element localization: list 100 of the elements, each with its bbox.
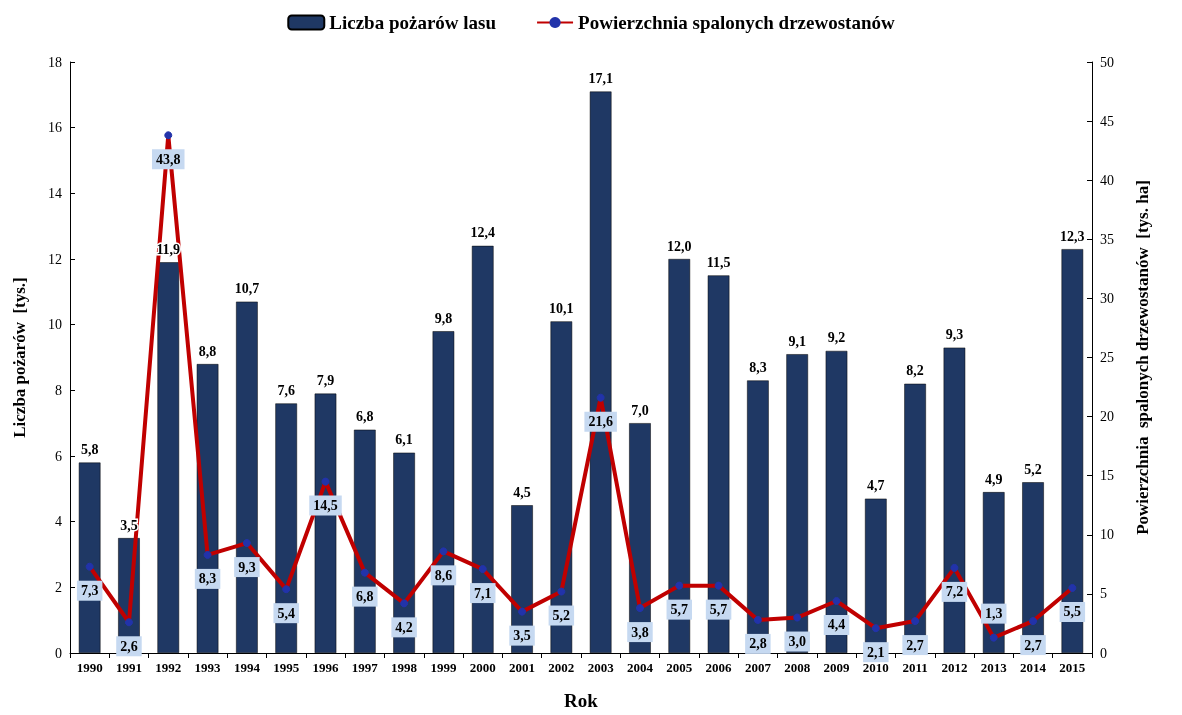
x-tick-label: 2010 — [862, 660, 889, 675]
data-label: 9,3 — [945, 327, 964, 343]
data-label: 4,7 — [867, 478, 885, 494]
y-tick-label: 6 — [55, 448, 62, 464]
data-label: 3,8 — [631, 624, 649, 640]
x-tick-label: 1994 — [233, 660, 261, 675]
data-label: 4,2 — [395, 619, 413, 635]
data-label: 8,6 — [434, 567, 453, 583]
x-tick-label: 2015 — [1059, 660, 1086, 675]
y2-tick-label: 0 — [1100, 645, 1107, 661]
y-tick-label: 8 — [55, 382, 62, 398]
data-label: 9,3 — [238, 559, 256, 575]
data-label: 5,8 — [80, 442, 99, 458]
y2-tick-label: 50 — [1100, 54, 1114, 70]
x-tick-label: 1992 — [155, 660, 182, 675]
data-label: 7,6 — [277, 382, 295, 398]
data-label: 2,7 — [906, 637, 924, 653]
x-tick-label: 2014 — [1020, 660, 1047, 675]
y2-tick-label: 10 — [1100, 527, 1114, 543]
x-tick-label: 1999 — [430, 660, 457, 675]
x-tick-label: 2004 — [626, 660, 654, 675]
data-label: 7,2 — [945, 584, 964, 600]
x-tick-label: 2003 — [587, 660, 615, 675]
data-label: 5,5 — [1063, 604, 1082, 620]
data-label: 3,5 — [513, 628, 531, 644]
data-label: 9,2 — [827, 330, 846, 346]
legend-label: Liczba pożarów lasu — [329, 12, 497, 33]
x-tick-label: 2001 — [509, 660, 536, 675]
y2-axis-title: Powierzchnia spalonych drzewostanów [tys. ha] — [1133, 180, 1152, 535]
x-tick-label: 1993 — [194, 660, 222, 675]
y-tick-label: 4 — [55, 514, 62, 530]
data-label: 12,0 — [667, 238, 692, 254]
x-tick-label: 2008 — [784, 660, 811, 675]
data-label: 1,3 — [984, 606, 1003, 622]
y2-tick-label: 5 — [1100, 586, 1107, 602]
x-tick-label: 2009 — [823, 660, 850, 675]
data-label: 2,7 — [1024, 637, 1042, 653]
data-label: 5,2 — [552, 608, 571, 624]
x-tick-label: 1990 — [76, 660, 103, 675]
data-label: 5,7 — [670, 602, 689, 618]
y2-tick-label: 20 — [1100, 409, 1114, 425]
data-label: 6,8 — [356, 409, 374, 425]
x-tick-label: 1996 — [312, 660, 339, 675]
x-tick-label: 2013 — [980, 660, 1008, 675]
x-tick-label: 2000 — [469, 660, 496, 675]
x-axis-title: Rok — [564, 690, 599, 711]
y2-tick-label: 35 — [1100, 231, 1114, 247]
y2-tick-label: 25 — [1100, 350, 1114, 365]
data-label: 9,1 — [788, 333, 806, 349]
data-label: 10,7 — [234, 281, 260, 297]
legend-label: Powierzchnia spalonych drzewostanów — [578, 12, 895, 33]
x-tick-label: 2006 — [705, 660, 733, 675]
y-tick-label: 0 — [55, 645, 62, 661]
data-label: 14,5 — [313, 498, 338, 514]
data-label: 11,5 — [706, 254, 731, 270]
y-tick-label: 18 — [48, 54, 62, 70]
y2-tick-label: 45 — [1100, 113, 1114, 129]
y2-tick-label: 30 — [1100, 290, 1114, 306]
data-label: 6,1 — [395, 432, 413, 448]
y-tick-label: 14 — [48, 185, 62, 201]
x-tick-label: 2005 — [666, 660, 693, 675]
x-tick-label: 1995 — [273, 660, 300, 675]
y-tick-label: 10 — [48, 317, 62, 333]
data-label: 43,8 — [156, 151, 181, 167]
x-tick-label: 2002 — [548, 660, 575, 675]
data-label: 2,6 — [120, 638, 138, 654]
data-label: 12,4 — [470, 225, 495, 241]
data-label: 4,5 — [513, 484, 531, 500]
data-label: 17,1 — [588, 71, 613, 87]
data-label: 21,6 — [588, 414, 613, 430]
data-label: 9,8 — [434, 310, 453, 326]
data-label: 7,1 — [473, 585, 492, 601]
x-tick-label: 1998 — [391, 660, 418, 675]
data-label: 5,4 — [277, 605, 295, 621]
y-tick-label: 12 — [48, 251, 62, 267]
data-label: 4,4 — [827, 617, 846, 633]
y-axis-title: Liczba pożarów [tys.] — [10, 277, 29, 438]
data-label: 7,0 — [631, 402, 649, 418]
y-tick-label: 16 — [48, 120, 62, 136]
data-label: 8,2 — [906, 363, 924, 379]
x-tick-label: 1991 — [115, 660, 142, 675]
data-label: 5,7 — [709, 602, 728, 618]
y-tick-label: 2 — [55, 579, 62, 595]
data-label: 2,1 — [867, 644, 885, 660]
x-tick-label: 2011 — [902, 660, 928, 675]
data-label: 8,8 — [198, 343, 217, 359]
data-label: 8,3 — [749, 359, 767, 375]
data-label: 10,1 — [549, 300, 574, 316]
x-tick-label: 2007 — [744, 660, 772, 675]
data-label: 4,9 — [984, 471, 1003, 487]
x-tick-label: 1997 — [351, 660, 379, 675]
x-tick-label: 2012 — [941, 660, 968, 675]
data-label: 7,9 — [316, 373, 335, 389]
data-label: 2,8 — [749, 636, 767, 652]
data-label: 5,2 — [1024, 461, 1042, 477]
y2-tick-label: 15 — [1100, 468, 1114, 484]
y2-tick-label: 40 — [1100, 172, 1114, 188]
data-label: 8,3 — [198, 571, 217, 587]
data-label: 12,3 — [1060, 228, 1085, 244]
data-label: 6,8 — [356, 589, 374, 605]
